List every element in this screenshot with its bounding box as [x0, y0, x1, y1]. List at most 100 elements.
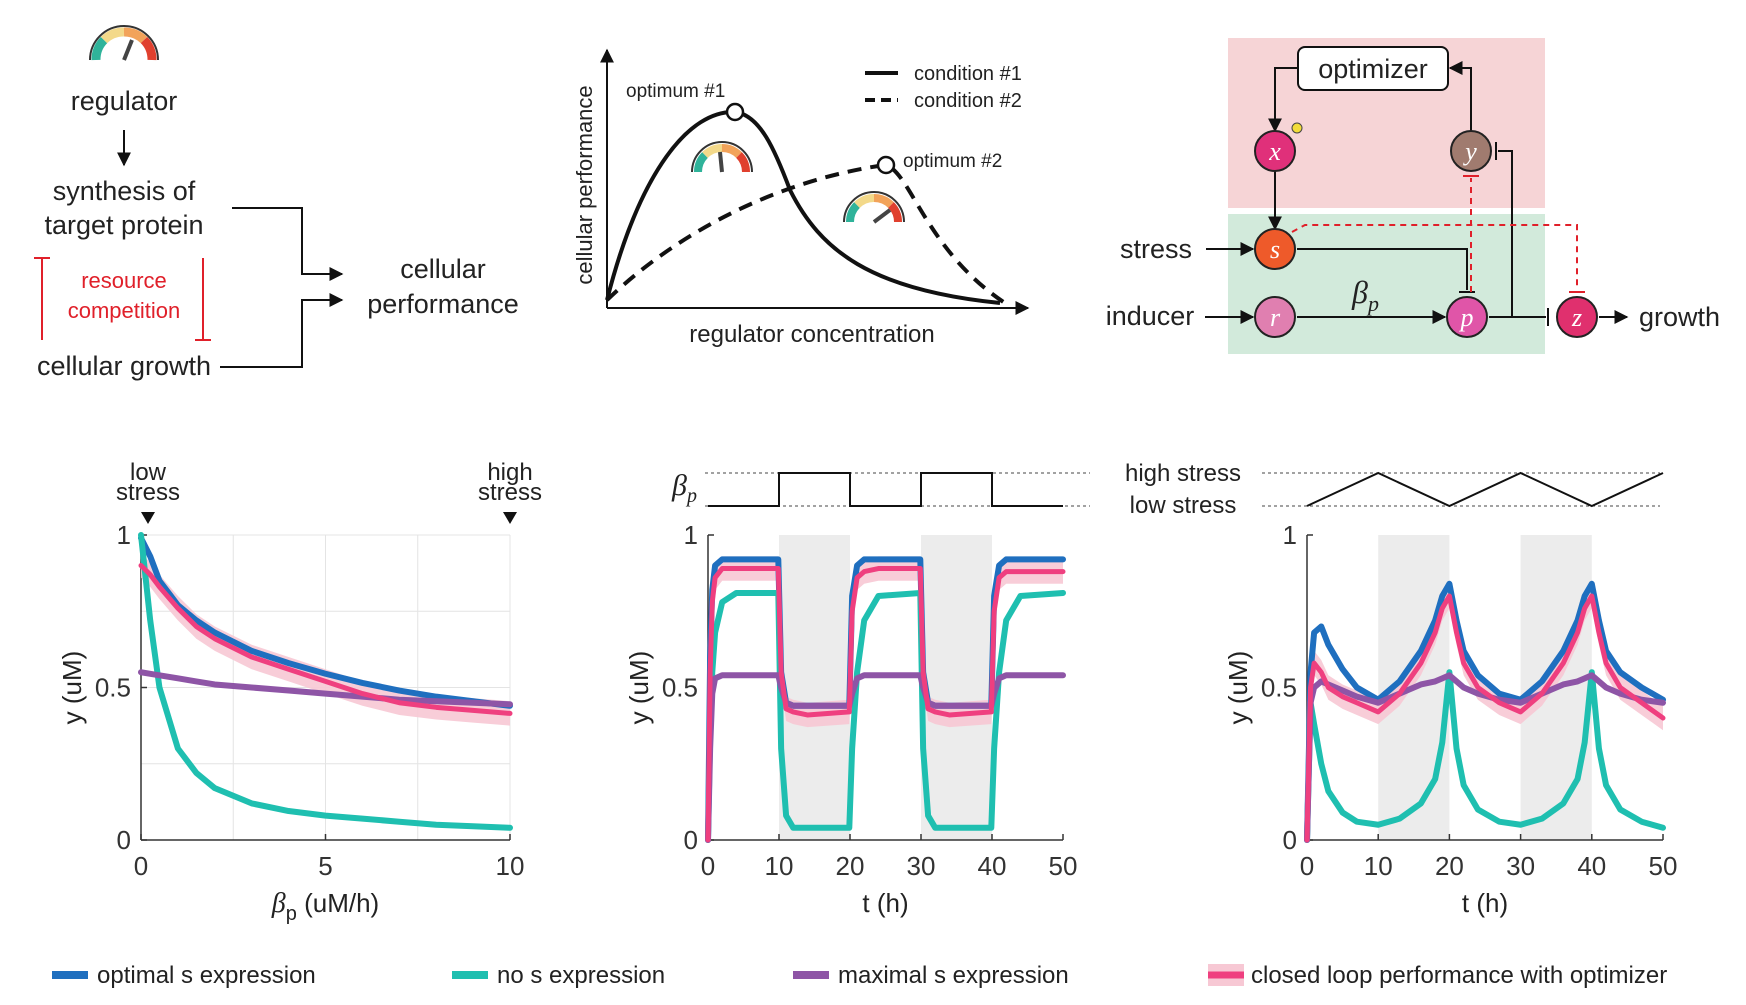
competition-inhibit-left	[34, 257, 50, 340]
node-s-label: s	[1270, 235, 1280, 264]
legend-condition-2: condition #2	[914, 90, 1022, 112]
optimizer-to-x-arrow	[1268, 67, 1298, 133]
x-axis-label: βp (uM/h)	[271, 888, 379, 925]
closed-loop-band	[708, 556, 1063, 840]
low-stress-label-1: low	[130, 459, 167, 486]
shaded-interval	[921, 535, 992, 840]
optimum-1-marker	[725, 102, 745, 122]
x-tick-label: 10	[1364, 851, 1393, 881]
x-tick-label: 10	[496, 851, 525, 881]
synthesis-to-performance-arrow	[232, 207, 344, 281]
x-activator-dot	[1291, 122, 1303, 134]
optimum-2-marker	[876, 155, 896, 175]
node-y	[1450, 130, 1492, 172]
x-tick-label: 50	[1049, 851, 1078, 881]
s-inhibits-z-dashed	[1291, 224, 1585, 293]
x-axis-label: t (h)	[862, 888, 908, 918]
y-tick-label: 1	[117, 520, 131, 550]
x-tick-label: 0	[134, 851, 148, 881]
y-tick-label: 1	[1283, 520, 1297, 550]
beta-p-input-label: βp	[671, 469, 697, 507]
optimum-xlabel: regulator concentration	[689, 321, 934, 348]
concept-panel: regulator synthesis of target protein re…	[34, 25, 519, 381]
chart-square-input: 0 10 20 30 40 50 0 0.5 1 y (uM) t (h)	[624, 520, 1077, 918]
y-axis-label: y (uM)	[57, 651, 87, 725]
y-tick-label: 0.5	[662, 673, 698, 703]
x-tick-label: 10	[765, 851, 794, 881]
closed-loop-band	[1307, 583, 1663, 840]
performance-label-2: performance	[367, 289, 519, 319]
synthesis-label-2: target protein	[44, 210, 203, 240]
series-none	[138, 532, 513, 831]
series-closed-loop	[705, 566, 1066, 843]
network-panel: optimizer stress inducer βp growth x y	[1106, 38, 1720, 354]
low-stress-label-2: stress	[116, 479, 180, 506]
node-z	[1556, 296, 1598, 338]
y-tick-label: 0	[1283, 825, 1297, 855]
gauge-icon	[843, 191, 905, 224]
panel-annotations: low stress high stress βp high stress lo…	[116, 459, 1664, 524]
regulator-label: regulator	[71, 86, 178, 116]
series-optimal	[138, 535, 513, 709]
y-axis-label: y (uM)	[1223, 651, 1253, 725]
x-tick-label: 40	[1577, 851, 1606, 881]
condition-2-curve	[605, 162, 1007, 305]
optimum-2-label: optimum #2	[903, 151, 1002, 172]
x-tick-label: 20	[1435, 851, 1464, 881]
series-closed-loop	[1304, 593, 1666, 843]
chart-triangle-input: 0 10 20 30 40 50 0 0.5 1 y (uM) t (h)	[1223, 520, 1677, 918]
node-y-label: y	[1462, 137, 1477, 166]
node-r-label: r	[1270, 303, 1281, 332]
legend-label-none: no s expression	[497, 962, 665, 989]
low-stress-input-label: low stress	[1130, 492, 1237, 519]
legend-label-optimal: optimal s expression	[97, 962, 316, 989]
high-stress-label-2: stress	[478, 479, 542, 506]
chart-stress-sweep: 0 5 10 0 0.5 1 y (uM) βp (uM/h)	[57, 520, 524, 925]
x-tick-label: 5	[318, 851, 332, 881]
series-optimal	[705, 556, 1066, 843]
competition-label-2: competition	[68, 298, 181, 323]
x-axis-label: t (h)	[1462, 888, 1508, 918]
gauge-icon	[691, 141, 753, 173]
synthesis-label-1: synthesis of	[53, 176, 196, 206]
s-inhibits-p	[1297, 248, 1475, 293]
y-to-optimizer-arrow	[1448, 61, 1472, 131]
gauge-icon	[89, 25, 159, 61]
legend: optimal s expression no s expression max…	[52, 962, 1667, 989]
optimizer-label: optimizer	[1318, 54, 1428, 84]
competition-label-1: resource	[81, 268, 167, 293]
series-maximal	[1304, 672, 1666, 843]
growth-output-label: growth	[1639, 302, 1720, 332]
growth-label: cellular growth	[37, 351, 211, 381]
high-stress-label-1: high	[487, 459, 532, 486]
y-tick-label: 0.5	[1261, 673, 1297, 703]
optimum-ylabel: cellular performance	[572, 85, 597, 284]
y-tick-label: 0	[684, 825, 698, 855]
triangle-input-profile	[1306, 471, 1664, 508]
node-z-label: z	[1571, 303, 1582, 332]
p-inhibits-z	[1489, 308, 1549, 326]
stress-label: stress	[1120, 234, 1192, 264]
beta-p-label: βp	[1351, 274, 1379, 316]
series-none	[705, 589, 1066, 843]
node-x-label: x	[1268, 137, 1281, 166]
high-stress-marker	[503, 512, 517, 524]
legend-label-closed-loop: closed loop performance with optimizer	[1251, 962, 1667, 989]
y-tick-label: 0.5	[95, 673, 131, 703]
series-maximal	[138, 669, 513, 708]
p-inhibits-y-dashed	[1463, 175, 1479, 292]
series-closed-loop	[138, 563, 513, 716]
square-input-profile	[708, 472, 1063, 507]
node-r	[1254, 296, 1296, 338]
x-tick-label: 0	[1300, 851, 1314, 881]
x-tick-label: 20	[836, 851, 865, 881]
optimum-panel: cellular performance regulator concentra…	[572, 48, 1030, 348]
condition-1-curve	[605, 109, 1001, 305]
p-inhibits-y	[1495, 142, 1513, 317]
growth-to-performance-arrow	[220, 293, 344, 368]
node-s	[1254, 228, 1296, 270]
node-p	[1446, 296, 1488, 338]
x-tick-label: 40	[978, 851, 1007, 881]
node-x	[1254, 130, 1296, 172]
